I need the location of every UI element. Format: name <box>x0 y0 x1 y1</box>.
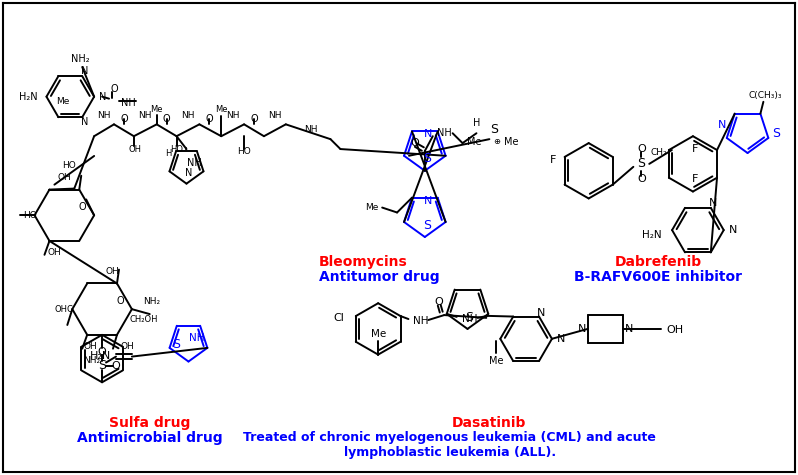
Text: N: N <box>100 92 107 102</box>
Text: OH: OH <box>105 267 119 276</box>
Text: Sulfa drug: Sulfa drug <box>109 416 191 430</box>
Text: NH: NH <box>138 111 152 120</box>
Text: F: F <box>692 144 698 154</box>
Text: NH₂: NH₂ <box>71 54 89 64</box>
Text: lymphoblastic leukemia (ALL).: lymphoblastic leukemia (ALL). <box>344 446 555 458</box>
Text: OH: OH <box>666 325 684 335</box>
Text: O: O <box>110 84 118 94</box>
Text: Bleomycins: Bleomycins <box>318 255 407 269</box>
Text: Me: Me <box>151 105 163 114</box>
Text: H₂N: H₂N <box>89 351 111 361</box>
Text: HO: HO <box>237 146 251 155</box>
Text: NH: NH <box>120 97 136 108</box>
Text: S: S <box>772 126 780 140</box>
Text: NH₂: NH₂ <box>84 356 101 365</box>
Text: OH: OH <box>57 173 71 182</box>
Text: N: N <box>709 198 717 208</box>
Text: O: O <box>163 114 171 124</box>
Text: Me: Me <box>370 329 385 339</box>
Text: H₂N: H₂N <box>642 230 662 240</box>
Text: NH: NH <box>437 128 452 138</box>
Text: S: S <box>465 311 473 323</box>
Text: CH₂OH: CH₂OH <box>129 314 158 323</box>
Text: C(CH₃)₃: C(CH₃)₃ <box>749 91 782 100</box>
Text: NH: NH <box>180 111 194 120</box>
Text: HO: HO <box>22 211 37 220</box>
Text: NH: NH <box>413 316 428 326</box>
Text: OH: OH <box>128 144 141 153</box>
Text: Dasatinib: Dasatinib <box>452 416 527 430</box>
Text: O: O <box>637 144 646 154</box>
Text: F: F <box>692 174 698 184</box>
Text: N: N <box>625 324 634 334</box>
Text: H₂N: H₂N <box>19 92 38 102</box>
Text: OH: OH <box>48 248 61 257</box>
Text: O: O <box>117 296 124 306</box>
Text: S: S <box>172 338 180 352</box>
Text: Dabrefenib: Dabrefenib <box>614 255 701 269</box>
Text: CH₂: CH₂ <box>650 148 667 156</box>
Text: F: F <box>550 155 556 165</box>
Text: NH: NH <box>462 314 477 324</box>
Text: S: S <box>98 359 106 372</box>
Text: Cl: Cl <box>334 313 345 323</box>
Text: H: H <box>472 118 480 128</box>
Text: S: S <box>423 152 431 165</box>
Text: O: O <box>410 138 419 148</box>
Text: N: N <box>81 66 88 76</box>
Text: O: O <box>206 114 213 124</box>
Text: N: N <box>81 117 88 127</box>
Text: N: N <box>424 129 432 140</box>
Text: Treated of chronic myelogenous leukemia (CML) and acute: Treated of chronic myelogenous leukemia … <box>243 431 656 444</box>
Text: H: H <box>165 149 172 158</box>
Text: B-RAFV600E inhibitor: B-RAFV600E inhibitor <box>575 270 742 284</box>
Text: N: N <box>537 308 545 318</box>
Text: S: S <box>423 218 431 232</box>
Text: N: N <box>424 196 432 206</box>
Text: NH: NH <box>189 332 205 342</box>
Text: O: O <box>251 114 258 124</box>
Text: NH: NH <box>227 111 240 120</box>
Text: N: N <box>578 324 586 334</box>
Text: S: S <box>490 123 498 136</box>
Text: OH: OH <box>120 342 134 351</box>
Text: NH: NH <box>97 111 111 120</box>
Text: Antimicrobial drug: Antimicrobial drug <box>77 431 223 445</box>
Text: HO: HO <box>170 144 183 153</box>
Text: NH: NH <box>268 111 282 120</box>
Text: O: O <box>97 347 106 357</box>
Text: NH₂: NH₂ <box>143 297 160 306</box>
Text: Antitumor drug: Antitumor drug <box>318 270 439 284</box>
Text: O: O <box>112 361 120 371</box>
Text: O: O <box>637 174 646 184</box>
Text: NH: NH <box>187 158 201 168</box>
Text: O: O <box>78 202 86 212</box>
Text: Me: Me <box>504 137 519 147</box>
Text: N: N <box>557 334 565 344</box>
Text: HO: HO <box>62 162 76 171</box>
Text: Me: Me <box>365 203 379 212</box>
Text: O: O <box>120 114 128 124</box>
Text: Me: Me <box>467 137 482 147</box>
Text: OH: OH <box>83 342 97 351</box>
Text: OHC: OHC <box>55 304 73 314</box>
Text: NH: NH <box>304 125 318 134</box>
Text: S: S <box>638 157 646 171</box>
Text: ⊕: ⊕ <box>493 137 500 146</box>
Text: Me: Me <box>215 105 227 114</box>
Text: N: N <box>717 120 726 130</box>
Text: Me: Me <box>489 356 504 366</box>
Text: Me: Me <box>56 97 69 106</box>
Text: N: N <box>185 168 192 178</box>
Text: O: O <box>435 297 444 307</box>
Text: N: N <box>729 225 737 235</box>
